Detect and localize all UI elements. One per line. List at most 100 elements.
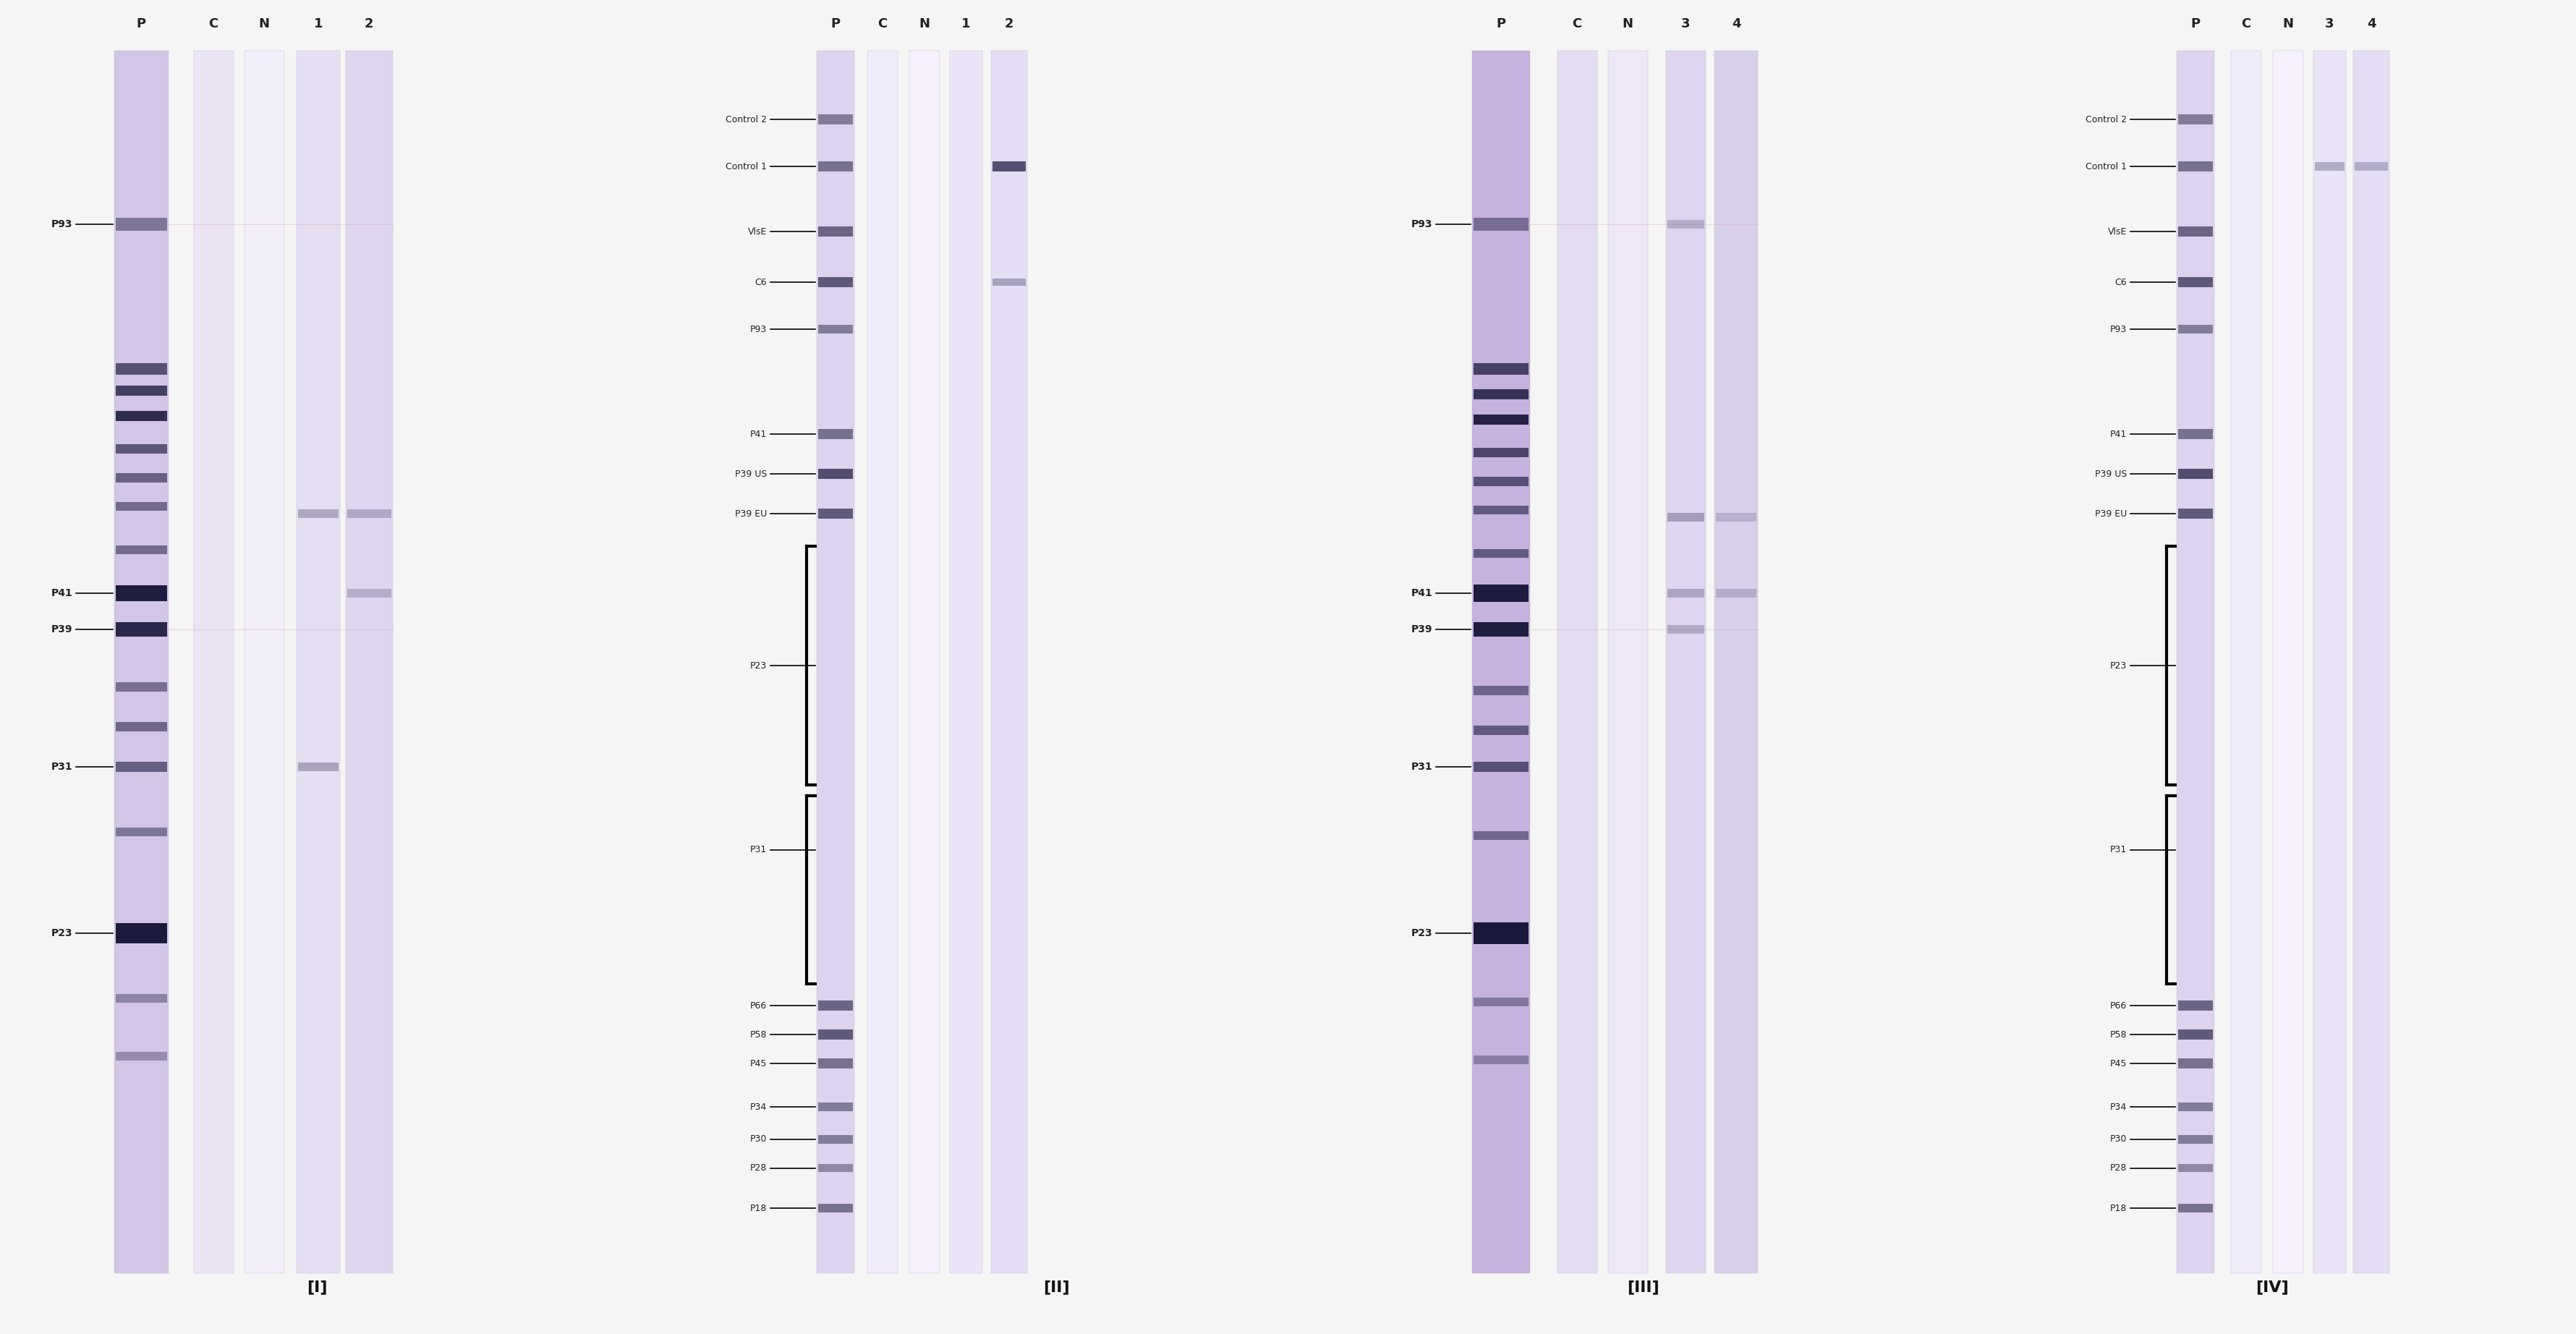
Text: P28: P28: [2110, 1163, 2128, 1173]
Bar: [1473, 363, 1528, 375]
Text: P39: P39: [52, 624, 72, 635]
Text: VlsE: VlsE: [2107, 227, 2128, 236]
Text: P41: P41: [52, 588, 72, 598]
Bar: [819, 1102, 853, 1111]
Bar: [116, 762, 167, 772]
Text: Control 1: Control 1: [2087, 161, 2128, 171]
Text: N: N: [920, 17, 930, 31]
Bar: [2179, 468, 2213, 479]
Bar: [345, 51, 392, 1273]
Text: P: P: [832, 17, 840, 31]
Bar: [992, 161, 1025, 172]
Bar: [2179, 1058, 2213, 1069]
Text: [I]: [I]: [307, 1281, 327, 1294]
Text: P39 EU: P39 EU: [734, 510, 768, 519]
Text: P66: P66: [750, 1000, 768, 1010]
Bar: [819, 1030, 853, 1039]
Text: C: C: [2241, 17, 2251, 31]
Bar: [116, 386, 167, 396]
Text: [II]: [II]: [1043, 1281, 1069, 1294]
Text: 1: 1: [961, 17, 971, 31]
Text: P93: P93: [52, 219, 72, 229]
Text: P31: P31: [2110, 846, 2128, 855]
Bar: [116, 586, 167, 602]
Bar: [2179, 1102, 2213, 1111]
Bar: [2313, 51, 2347, 1273]
Bar: [1473, 447, 1528, 456]
Bar: [1716, 588, 1757, 598]
Bar: [2179, 115, 2213, 124]
Text: P39: P39: [1412, 624, 1432, 635]
Bar: [116, 363, 167, 375]
Bar: [1473, 762, 1528, 772]
Text: P18: P18: [750, 1203, 768, 1213]
Bar: [819, 468, 853, 479]
Bar: [2313, 161, 2344, 171]
Bar: [819, 161, 853, 172]
Bar: [116, 827, 167, 836]
Text: N: N: [2282, 17, 2293, 31]
Text: C6: C6: [2115, 277, 2128, 287]
Bar: [1667, 626, 1703, 634]
Bar: [1473, 415, 1528, 424]
Text: 4: 4: [2367, 17, 2375, 31]
Bar: [116, 622, 167, 636]
Bar: [116, 502, 167, 511]
Bar: [2179, 1203, 2213, 1213]
Bar: [2179, 430, 2213, 439]
Bar: [1667, 588, 1703, 598]
Text: P30: P30: [2110, 1135, 2128, 1145]
Text: 4: 4: [1731, 17, 1741, 31]
Bar: [1473, 476, 1528, 486]
Text: C6: C6: [755, 277, 768, 287]
Text: P41: P41: [750, 430, 768, 439]
Bar: [299, 763, 337, 771]
Bar: [819, 430, 853, 439]
Bar: [817, 51, 855, 1273]
Bar: [1471, 51, 1530, 1273]
Text: [IV]: [IV]: [2257, 1281, 2287, 1294]
Text: [III]: [III]: [1628, 1281, 1659, 1294]
Bar: [2179, 508, 2213, 519]
Bar: [2179, 161, 2213, 172]
Bar: [819, 1135, 853, 1143]
Bar: [819, 324, 853, 334]
Bar: [1473, 726, 1528, 735]
Bar: [116, 683, 167, 692]
Bar: [2179, 1000, 2213, 1011]
Text: P93: P93: [1412, 219, 1432, 229]
Text: P39 US: P39 US: [2094, 470, 2128, 479]
Bar: [819, 1165, 853, 1173]
Bar: [819, 1058, 853, 1069]
Text: Control 1: Control 1: [726, 161, 768, 171]
Bar: [819, 115, 853, 124]
Text: P: P: [137, 17, 147, 31]
Bar: [1473, 390, 1528, 399]
Bar: [2272, 51, 2303, 1273]
Bar: [116, 411, 167, 422]
Text: P: P: [2190, 17, 2200, 31]
Text: VlsE: VlsE: [747, 227, 768, 236]
Bar: [2177, 51, 2215, 1273]
Bar: [819, 1203, 853, 1213]
Bar: [1473, 584, 1528, 602]
Text: P28: P28: [750, 1163, 768, 1173]
Bar: [2354, 161, 2388, 171]
Bar: [1667, 51, 1705, 1273]
Bar: [2179, 227, 2213, 236]
Text: 2: 2: [1005, 17, 1012, 31]
Text: C: C: [1571, 17, 1582, 31]
Bar: [2179, 324, 2213, 334]
Bar: [1473, 550, 1528, 558]
Text: P66: P66: [2110, 1000, 2128, 1010]
Bar: [909, 51, 940, 1273]
Bar: [1473, 1055, 1528, 1065]
Text: 2: 2: [363, 17, 374, 31]
Bar: [1667, 220, 1703, 228]
Bar: [1473, 686, 1528, 695]
Bar: [819, 1000, 853, 1011]
Bar: [348, 510, 392, 518]
Text: P23: P23: [750, 660, 768, 670]
Bar: [1716, 51, 1757, 1273]
Text: N: N: [258, 17, 270, 31]
